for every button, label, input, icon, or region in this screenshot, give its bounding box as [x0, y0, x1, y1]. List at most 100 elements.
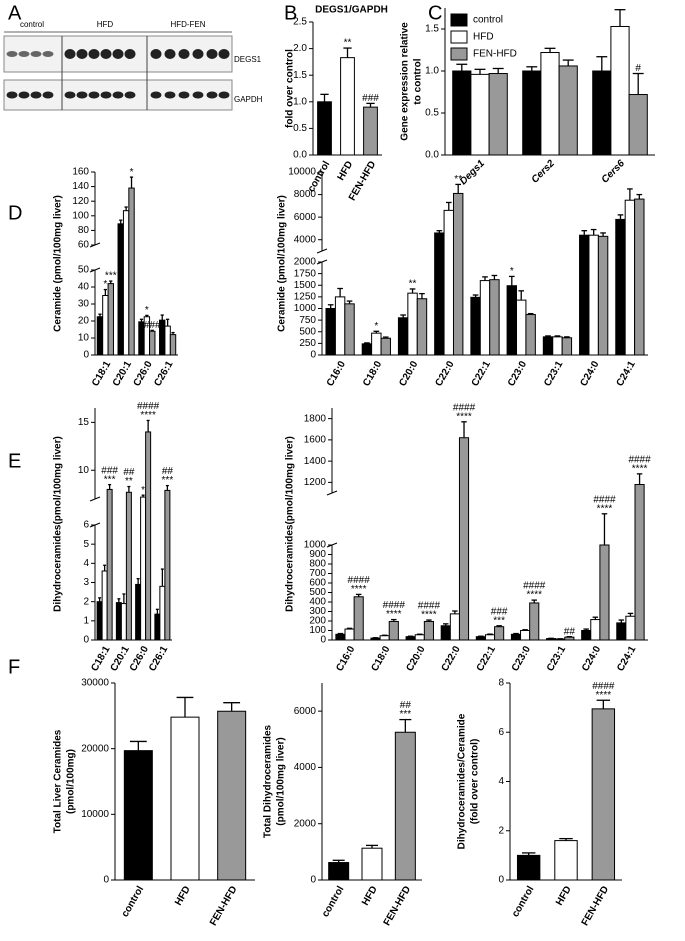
significance: ## — [123, 467, 135, 478]
bar — [340, 57, 355, 156]
bar — [597, 235, 609, 356]
significance: * — [141, 485, 145, 496]
y-tick-label: 5 — [83, 539, 89, 550]
y-tick-label: 1 — [83, 615, 89, 626]
blot-band — [64, 49, 76, 59]
y-tick-label: 60 — [78, 240, 90, 251]
y-axis-label: Ceramide (pmol/100mg liver) — [53, 195, 64, 332]
significance: ** — [344, 38, 352, 49]
significance: *** — [104, 474, 116, 485]
bar — [407, 292, 418, 356]
y-tick-label: 20000 — [81, 743, 109, 754]
y-tick-label: 8 — [498, 678, 504, 689]
blot-band — [100, 49, 112, 59]
y-tick-label: 10 — [78, 333, 90, 344]
bar — [344, 628, 355, 641]
y-tick-label: 30 — [78, 299, 90, 310]
significance: ## — [162, 466, 174, 477]
bar — [494, 626, 505, 641]
y-tick-label: 0 — [320, 635, 326, 646]
x-tick-label: C23:0 — [510, 644, 533, 673]
blot-band — [206, 91, 218, 99]
bar — [371, 332, 382, 356]
x-tick-label: C24:1 — [615, 644, 638, 673]
x-tick-label: C18:0 — [361, 359, 384, 388]
y-tick-label: 1200 — [304, 477, 327, 488]
bar — [624, 199, 636, 356]
significance: #### — [453, 402, 476, 413]
y-axis-label: (fold over control) — [470, 739, 481, 825]
legend-swatch — [450, 13, 468, 27]
bar — [149, 330, 156, 356]
y-tick-label: 140 — [72, 181, 89, 192]
bar — [397, 317, 409, 356]
panel-label: F — [8, 656, 20, 678]
significance: #### — [523, 581, 546, 592]
x-tick-label: FEN-HFD — [580, 884, 611, 928]
y-tick-label: 10 — [78, 465, 90, 476]
significance: **** — [632, 464, 648, 475]
bar — [634, 198, 645, 356]
bar — [516, 854, 541, 881]
blot-band — [164, 91, 176, 99]
x-tick-label: C26:1 — [152, 359, 175, 388]
blot-band — [218, 49, 230, 59]
y-tick-label: 30000 — [81, 678, 109, 689]
y-tick-label: 200 — [309, 616, 326, 627]
axis-break — [326, 490, 338, 496]
significance: **** — [456, 411, 472, 422]
bar — [102, 295, 109, 356]
significance: #### — [383, 600, 406, 611]
y-axis-label: Gene expression relative — [400, 22, 411, 141]
x-tick-label: C26:1 — [147, 644, 170, 673]
bar — [592, 70, 612, 156]
bar — [123, 750, 153, 881]
y-tick-label: 1800 — [304, 413, 327, 424]
bar — [128, 187, 135, 356]
y-axis-label: (pmol/100mg liver) — [276, 737, 287, 825]
bar — [145, 431, 152, 641]
significance: ### — [491, 606, 508, 617]
y-tick-label: 0 — [498, 875, 504, 886]
y-tick-label: 0 — [310, 350, 316, 361]
chart-title: DEGS1/GAPDH — [315, 5, 388, 16]
bar — [488, 73, 508, 156]
bar — [169, 334, 177, 356]
bar — [599, 544, 610, 641]
significance: #### — [348, 575, 371, 586]
bar — [558, 65, 578, 156]
significance: ** — [409, 279, 417, 290]
bar — [628, 94, 648, 156]
blot-protein: DEGS1 — [234, 55, 262, 64]
significance: * — [374, 321, 378, 332]
blot-band — [6, 51, 18, 57]
y-tick-label: 2 — [83, 596, 89, 607]
bar — [542, 336, 554, 356]
bar — [361, 847, 383, 881]
y-tick-label: 1750 — [294, 268, 317, 279]
y-tick-label: 40 — [78, 282, 90, 293]
bar — [117, 223, 124, 356]
bar — [159, 585, 166, 641]
x-tick-label: Cers6 — [600, 158, 628, 186]
y-axis-label: Total Liver Ceramides — [53, 729, 64, 833]
significance: *** — [399, 709, 411, 720]
bar — [370, 637, 381, 641]
bar — [506, 285, 518, 356]
bar — [394, 731, 416, 881]
blot-band — [150, 49, 162, 59]
x-tick-label: C22:1 — [475, 644, 498, 673]
x-tick-label: control — [320, 884, 347, 919]
y-axis-label: Ceramide (pmol/100mg liver) — [277, 195, 288, 332]
bar — [440, 625, 451, 641]
significance: # — [635, 63, 641, 74]
bar — [540, 52, 560, 156]
significance: **** — [140, 410, 156, 421]
y-tick-label: 1400 — [304, 456, 327, 467]
bar — [588, 234, 599, 356]
panel-label: A — [8, 2, 22, 24]
blot-group: control — [20, 20, 44, 29]
bar — [405, 636, 416, 641]
y-tick-label: 1.5 — [425, 24, 439, 35]
y-tick-label: 800 — [309, 559, 326, 570]
